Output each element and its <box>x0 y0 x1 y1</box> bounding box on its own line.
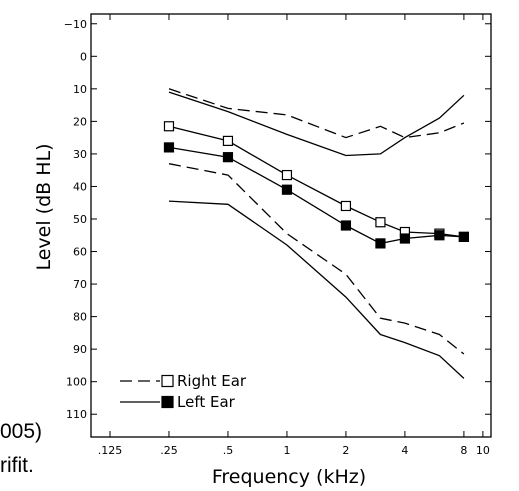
x-tick-label: .25 <box>160 444 178 457</box>
right-ear-point <box>340 200 352 212</box>
x-tick-label: 2 <box>342 444 349 457</box>
y-tick-label: 60 <box>73 246 87 259</box>
legend-left-ear-marker <box>161 395 174 409</box>
x-tick-label: .5 <box>223 444 234 457</box>
y-tick-label: 10 <box>73 83 87 96</box>
y-tick-label: 50 <box>73 213 87 226</box>
x-tick-label: 10 <box>476 444 490 457</box>
right-ear-point <box>222 135 234 146</box>
right-ear-point <box>375 217 386 228</box>
y-tick-label: 20 <box>73 115 87 128</box>
left-ear-upper-bound-line <box>168 91 465 157</box>
right-ear-point <box>281 169 293 181</box>
left-ear-point <box>281 184 293 195</box>
y-tick-label: 30 <box>73 148 87 161</box>
page-text-fragment: rifit. <box>0 454 34 477</box>
y-axis-title: Level (dB HL) <box>33 143 55 270</box>
y-tick-label: 70 <box>73 278 87 291</box>
y-tick-label: 80 <box>73 311 87 324</box>
y-tick-label: 100 <box>66 376 87 389</box>
x-tick-label: 8 <box>460 444 467 457</box>
plot-frame <box>90 13 492 438</box>
left-ear-point <box>375 238 386 249</box>
y-tick-label: 110 <box>66 408 87 421</box>
x-tick-label: .125 <box>98 444 123 457</box>
right-ear-lower-bound-line <box>168 163 465 355</box>
page-text-fragment: 005) <box>0 420 43 443</box>
y-tick-label: 0 <box>80 50 87 63</box>
left-ear-point <box>340 220 352 231</box>
right-ear-point <box>163 121 175 132</box>
left-ear-point <box>163 142 175 153</box>
left-ear-point <box>434 230 445 241</box>
left-ear-point <box>458 231 470 242</box>
left-ear-mean-line <box>168 146 464 245</box>
right-ear-upper-bound-line <box>168 88 465 139</box>
right-ear-mean-line <box>168 125 464 238</box>
left-ear-point <box>222 152 234 163</box>
legend-right-ear-label: Right Ear <box>177 372 247 390</box>
x-tick-label: 1 <box>283 444 290 457</box>
left-ear-point <box>399 233 411 244</box>
y-tick-label: 40 <box>73 180 87 193</box>
x-axis-title: Frequency (kHz) <box>212 466 366 488</box>
y-tick-label: 90 <box>73 343 87 356</box>
legend-left-ear-label: Left Ear <box>177 393 236 411</box>
x-tick-label: 4 <box>401 444 408 457</box>
y-tick-label: −10 <box>64 18 87 31</box>
legend-right-ear-marker <box>161 374 174 388</box>
left-ear-lower-bound-line <box>168 200 465 379</box>
